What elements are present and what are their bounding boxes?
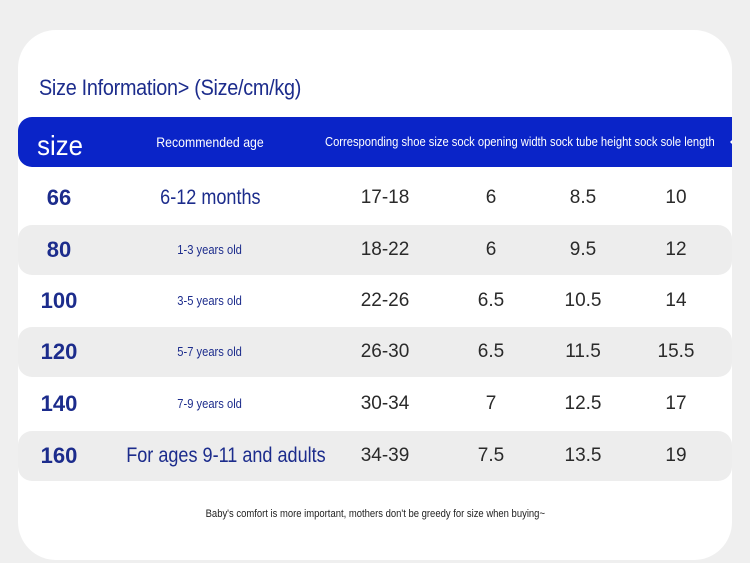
age-cell: For ages 9-11 and adults bbox=[126, 444, 326, 467]
age-cell: 3-5 years old bbox=[177, 293, 243, 308]
shoe-size-cell: 26-30 bbox=[360, 341, 410, 362]
header-measurements: Corresponding shoe size sock opening wid… bbox=[325, 134, 715, 149]
age-cell: 7-9 years old bbox=[177, 396, 243, 411]
header-recommended-age: Recommended age bbox=[156, 134, 264, 150]
size-chart-card: Size Information> (Size/cm/kg) size Reco… bbox=[18, 30, 732, 560]
opening-width-cell: 6 bbox=[485, 187, 497, 208]
size-cell: 100 bbox=[40, 288, 78, 313]
sole-length-cell: 10 bbox=[665, 187, 687, 208]
sole-length-cell: 19 bbox=[665, 445, 687, 466]
table-row: 120 5-7 years old 26-30 6.5 11.5 15.5 bbox=[18, 327, 732, 377]
sole-length-cell: 15.5 bbox=[657, 341, 695, 362]
table-row: 100 3-5 years old 22-26 6.5 10.5 14 bbox=[18, 276, 732, 326]
header-notch bbox=[730, 126, 732, 158]
table-row: 66 6-12 months 17-18 6 8.5 10 bbox=[18, 173, 732, 223]
size-cell: 160 bbox=[40, 443, 78, 468]
tube-height-cell: 8.5 bbox=[569, 187, 597, 208]
tube-height-cell: 10.5 bbox=[564, 290, 602, 311]
opening-width-cell: 7.5 bbox=[477, 445, 505, 466]
header-size: size bbox=[37, 130, 83, 161]
table-row: 160 For ages 9-11 and adults 34-39 7.5 1… bbox=[18, 431, 732, 481]
size-cell: 140 bbox=[40, 391, 78, 416]
shoe-size-cell: 30-34 bbox=[360, 393, 410, 414]
sole-length-cell: 12 bbox=[665, 239, 687, 260]
opening-width-cell: 6 bbox=[485, 239, 497, 260]
tube-height-cell: 12.5 bbox=[564, 393, 602, 414]
opening-width-cell: 6.5 bbox=[477, 341, 505, 362]
footer-note: Baby's comfort is more important, mother… bbox=[205, 508, 545, 520]
age-cell: 6-12 months bbox=[159, 186, 261, 209]
shoe-size-cell: 18-22 bbox=[360, 239, 410, 260]
table-row: 140 7-9 years old 30-34 7 12.5 17 bbox=[18, 379, 732, 429]
size-cell: 66 bbox=[46, 185, 72, 210]
tube-height-cell: 11.5 bbox=[565, 341, 601, 362]
page-title: Size Information> (Size/cm/kg) bbox=[39, 75, 302, 100]
age-cell: 5-7 years old bbox=[177, 344, 243, 359]
opening-width-cell: 6.5 bbox=[477, 290, 505, 311]
shoe-size-cell: 34-39 bbox=[360, 445, 410, 466]
table-header: size Recommended age Corresponding shoe … bbox=[18, 117, 732, 167]
tube-height-cell: 9.5 bbox=[569, 239, 597, 260]
shoe-size-cell: 17-18 bbox=[360, 187, 410, 208]
tube-height-cell: 13.5 bbox=[564, 445, 602, 466]
table-row: 80 1-3 years old 18-22 6 9.5 12 bbox=[18, 225, 732, 275]
age-cell: 1-3 years old bbox=[177, 242, 243, 257]
opening-width-cell: 7 bbox=[485, 393, 497, 414]
size-cell: 80 bbox=[46, 237, 72, 262]
sole-length-cell: 17 bbox=[665, 393, 687, 414]
size-cell: 120 bbox=[40, 339, 78, 364]
shoe-size-cell: 22-26 bbox=[360, 290, 410, 311]
sole-length-cell: 14 bbox=[665, 290, 687, 311]
